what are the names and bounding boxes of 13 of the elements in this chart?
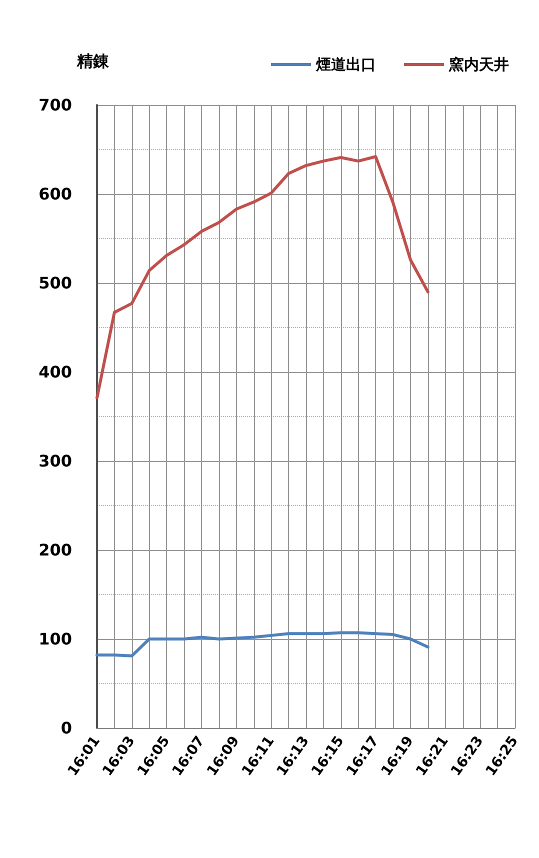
y-tick-label: 300 [38, 452, 72, 470]
y-tick-label: 200 [38, 540, 72, 560]
y-tick-label: 0 [60, 718, 72, 738]
line-series [96, 155, 430, 400]
line-series [96, 631, 430, 658]
chart-title: 精錬 [76, 52, 110, 70]
y-tick-label: 400 [38, 362, 72, 382]
y-tick-label: 100 [38, 630, 72, 648]
y-tick-label: 600 [38, 184, 72, 204]
y-tick-label: 700 [38, 96, 72, 114]
legend-label: 窯内天井 [448, 56, 509, 74]
legend-label: 煙道出口 [315, 56, 376, 74]
y-tick-label: 500 [38, 274, 72, 292]
